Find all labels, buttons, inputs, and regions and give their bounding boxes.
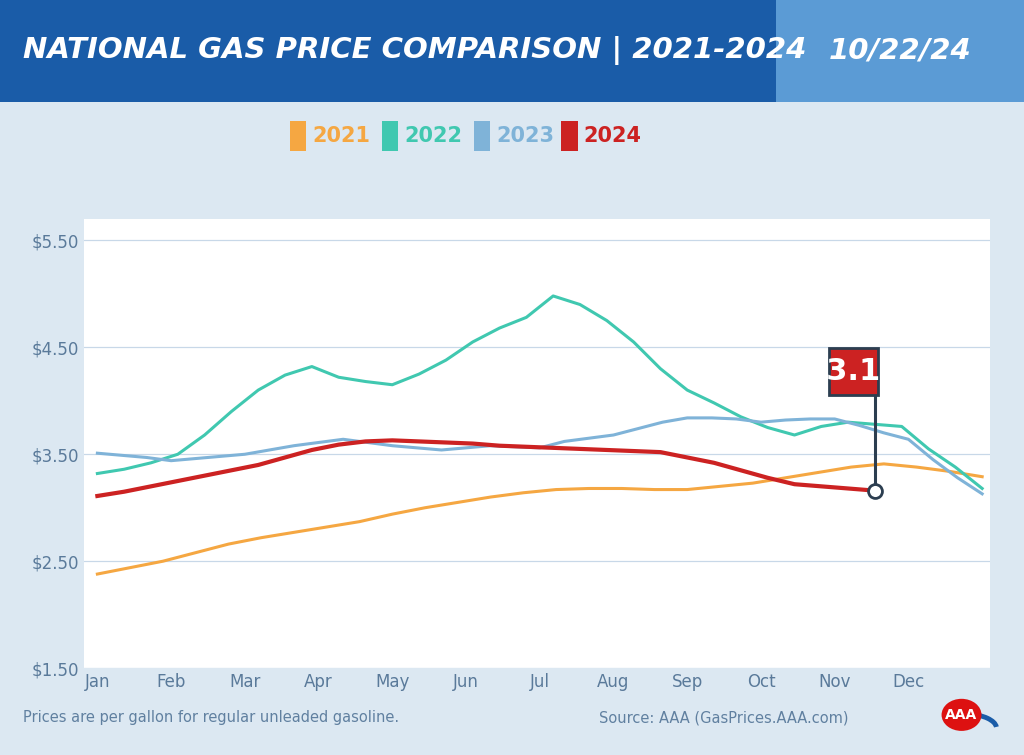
Text: 2021: 2021 bbox=[312, 126, 371, 146]
Text: 2022: 2022 bbox=[404, 126, 463, 146]
FancyBboxPatch shape bbox=[828, 348, 879, 396]
Text: 2023: 2023 bbox=[497, 126, 555, 146]
FancyBboxPatch shape bbox=[474, 121, 490, 151]
FancyBboxPatch shape bbox=[776, 0, 1024, 102]
Text: AAA: AAA bbox=[945, 708, 978, 722]
Text: Prices are per gallon for regular unleaded gasoline.: Prices are per gallon for regular unlead… bbox=[23, 710, 398, 725]
FancyBboxPatch shape bbox=[290, 121, 306, 151]
Text: 10/22/24: 10/22/24 bbox=[828, 37, 972, 65]
FancyBboxPatch shape bbox=[0, 0, 776, 102]
Text: 2024: 2024 bbox=[584, 126, 642, 146]
Ellipse shape bbox=[942, 699, 981, 731]
Text: NATIONAL GAS PRICE COMPARISON | 2021-2024: NATIONAL GAS PRICE COMPARISON | 2021-202… bbox=[23, 36, 806, 66]
Text: $3.16: $3.16 bbox=[805, 357, 902, 387]
FancyBboxPatch shape bbox=[382, 121, 398, 151]
Text: Source: AAA (GasPrices.AAA.com): Source: AAA (GasPrices.AAA.com) bbox=[599, 710, 849, 725]
FancyBboxPatch shape bbox=[561, 121, 578, 151]
